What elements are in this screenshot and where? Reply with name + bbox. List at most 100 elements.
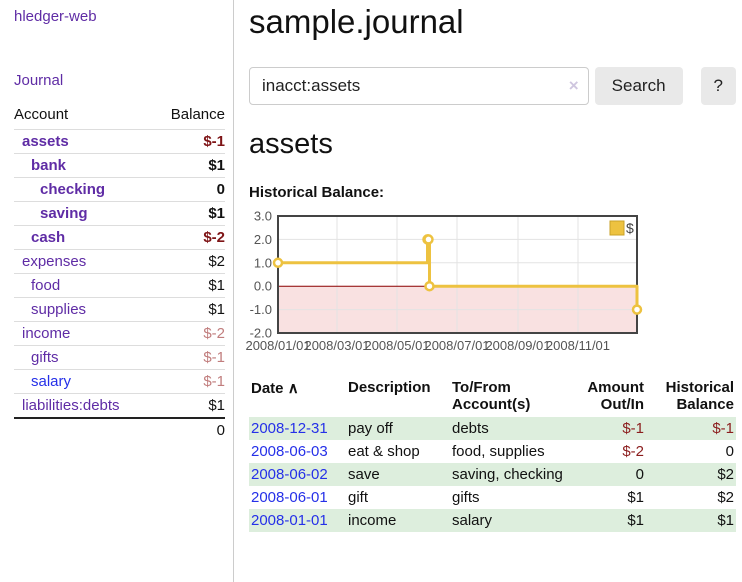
transaction-amount: $-2 [622, 443, 644, 460]
account-row: assets $-1 [14, 129, 225, 154]
x-axis-tick-label: 2008/07/01 [424, 338, 489, 353]
y-axis-tick-label: -2.0 [250, 326, 272, 341]
search-button[interactable]: Search [594, 67, 683, 105]
account-row: gifts $-1 [14, 345, 225, 370]
accounts-total-row: 0 [14, 418, 225, 442]
account-link-gifts[interactable]: gifts [31, 349, 59, 366]
transaction-amount: $1 [627, 489, 644, 506]
account-link-salary[interactable]: salary [31, 373, 72, 390]
x-axis-tick-label: 2008/01/01 [245, 338, 310, 353]
x-axis-tick-label: 2008/03/01 [304, 338, 369, 353]
account-balance: $-1 [153, 369, 225, 394]
account-row: expenses $2 [14, 249, 225, 274]
account-row: income $-2 [14, 321, 225, 346]
sort-asc-icon: ∧ [287, 380, 299, 397]
account-balance: $1 [153, 273, 225, 298]
transaction-row[interactable]: 2008-01-01 income salary $1 $1 [249, 509, 736, 532]
transaction-balance: $-1 [646, 417, 736, 440]
account-balance: 0 [153, 177, 225, 202]
x-axis-tick-label: 2008/09/01 [485, 338, 550, 353]
historical-balance-chart[interactable]: 3.0 2.0 1.0 0.0 -1.0 -2.0 2008/01/01 2008/03/01… [245, 209, 649, 360]
transaction-date-link[interactable]: 2008-06-02 [251, 466, 328, 483]
account-link-cash[interactable]: cash [31, 229, 66, 246]
account-row: checking 0 [14, 177, 225, 202]
account-link-supplies[interactable]: supplies [31, 301, 87, 318]
account-balance: $1 [153, 201, 225, 226]
main-content: sample.journal × Search ? assets Histori… [234, 0, 742, 582]
transaction-description: eat & shop [348, 443, 420, 460]
accounts-total-spacer [14, 418, 153, 442]
transaction-amount: $1 [583, 509, 646, 532]
y-axis-tick-label: -1.0 [250, 302, 272, 317]
account-link-assets[interactable]: assets [22, 133, 69, 150]
search-input-wrapper: × [249, 67, 589, 105]
accounts-total-value: 0 [216, 422, 225, 439]
transaction-description: gift [348, 489, 369, 506]
account-row: supplies $1 [14, 297, 225, 322]
account-link-bank[interactable]: bank [31, 157, 67, 174]
page-title: sample.journal [249, 3, 464, 40]
register-header-description: Description [348, 379, 431, 396]
transaction-date-link[interactable]: 2008-12-31 [251, 420, 328, 437]
transaction-description: save [346, 463, 450, 486]
transaction-row[interactable]: 2008-06-01 gift gifts $1 $2 [249, 486, 736, 509]
transaction-date-link[interactable]: 2008-06-01 [251, 489, 328, 506]
transaction-balance: $2 [717, 489, 734, 506]
account-link-food[interactable]: food [31, 277, 61, 294]
account-row: salary $-1 [14, 369, 225, 394]
transaction-row[interactable]: 2008-06-02 save saving, checking 0 $2 [249, 463, 736, 486]
account-balance: $-2 [153, 225, 225, 250]
transaction-row[interactable]: 2008-12-31 pay off debts $-1 $-1 [249, 417, 736, 440]
account-link-liabilities-debts[interactable]: liabilities:debts [22, 397, 120, 414]
y-axis-tick-label: 3.0 [254, 209, 272, 224]
y-axis-tick-label: 0.0 [254, 279, 272, 294]
account-balance: $-2 [153, 321, 225, 346]
x-axis-tick-label: 2008/05/01 [364, 338, 429, 353]
help-button[interactable]: ? [700, 67, 736, 105]
clear-search-icon[interactable]: × [568, 76, 579, 95]
brand-link[interactable]: hledger-web [14, 8, 97, 25]
account-row: liabilities:debts $1 [14, 393, 225, 419]
register-header-date[interactable]: Date ∧ [249, 377, 346, 417]
sidebar-item-journal[interactable]: Journal [14, 72, 64, 89]
transaction-accounts: food, supplies [452, 443, 545, 460]
account-row: bank $1 [14, 153, 225, 178]
account-balance: $-1 [153, 345, 225, 370]
legend-label: $ [626, 220, 634, 236]
account-link-expenses[interactable]: expenses [22, 253, 87, 270]
account-link-saving[interactable]: saving [40, 205, 88, 222]
accounts-header-balance: Balance [153, 103, 225, 130]
data-point-marker [631, 304, 643, 315]
accounts-header-account: Account [14, 103, 154, 130]
account-link-income[interactable]: income [22, 325, 71, 342]
data-point-marker [424, 280, 435, 292]
transaction-balance: $2 [646, 463, 736, 486]
chart-heading: Historical Balance: [249, 184, 385, 201]
account-row: cash $-2 [14, 225, 225, 250]
transaction-accounts: salary [450, 509, 583, 532]
search-form: × Search ? [249, 67, 736, 105]
transaction-amount: $-1 [583, 417, 646, 440]
date-header-label: Date [251, 380, 284, 397]
register-header-balance: Historical Balance [665, 379, 734, 413]
account-heading: assets [249, 128, 333, 160]
plot-border [277, 215, 638, 334]
transaction-accounts: gifts [452, 489, 480, 506]
register-table: Date ∧ Description To/From Account(s) Am… [249, 377, 736, 532]
register-header-row: Date ∧ Description To/From Account(s) Am… [249, 377, 736, 417]
search-input[interactable] [249, 67, 589, 105]
account-balance: $2 [153, 249, 225, 274]
legend-swatch [609, 220, 625, 236]
y-axis-tick-label: 2.0 [254, 232, 272, 247]
register-header-accounts: To/From Account(s) [452, 379, 531, 413]
account-link-checking[interactable]: checking [40, 181, 106, 198]
transaction-description: income [346, 509, 450, 532]
transaction-balance: $1 [646, 509, 736, 532]
transaction-accounts: saving, checking [450, 463, 583, 486]
transaction-date-link[interactable]: 2008-01-01 [251, 512, 328, 529]
y-axis-tick-label: 1.0 [254, 255, 272, 270]
transaction-date-link[interactable]: 2008-06-03 [251, 443, 328, 460]
transaction-row[interactable]: 2008-06-03 eat & shop food, supplies $-2 0 [249, 440, 736, 463]
data-point-marker [423, 234, 434, 245]
